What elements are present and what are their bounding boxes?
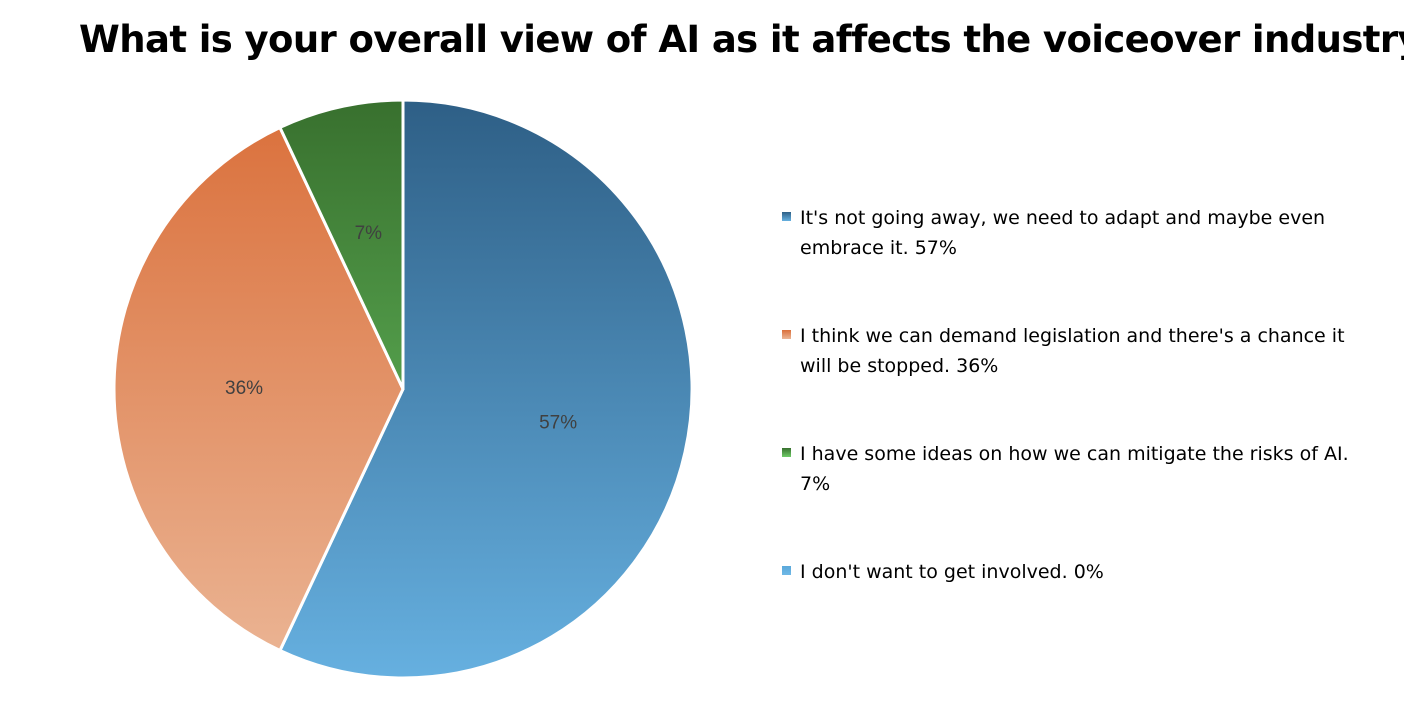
legend-swatch-mitigate [782, 448, 791, 457]
legend-label-adapt: It's not going away, we need to adapt an… [800, 207, 1326, 259]
data-label-mitigate: 7% [355, 223, 383, 244]
pie-slice-adapt [278, 98, 694, 680]
legend-label-not-involved: I don't want to get involved. 0% [800, 561, 1104, 583]
pie-slices [112, 98, 694, 680]
legend-label-mitigate: I have some ideas on how we can mitigate… [800, 443, 1349, 495]
data-label-adapt: 57% [539, 413, 577, 434]
pie-slice-legislation [112, 126, 405, 652]
legend-swatch-not-involved [782, 566, 791, 575]
chart-title: What is your overall view of AI as it af… [79, 18, 1404, 61]
data-label-legislation: 36% [225, 378, 263, 399]
legend-label-legislation: I think we can demand legislation and th… [800, 325, 1345, 377]
pie-slice-mitigate [278, 98, 405, 391]
legend-swatch-adapt [782, 212, 791, 221]
pie-data-labels: 57% 36% 7% [225, 223, 577, 434]
legend-swatch-legislation [782, 330, 791, 339]
